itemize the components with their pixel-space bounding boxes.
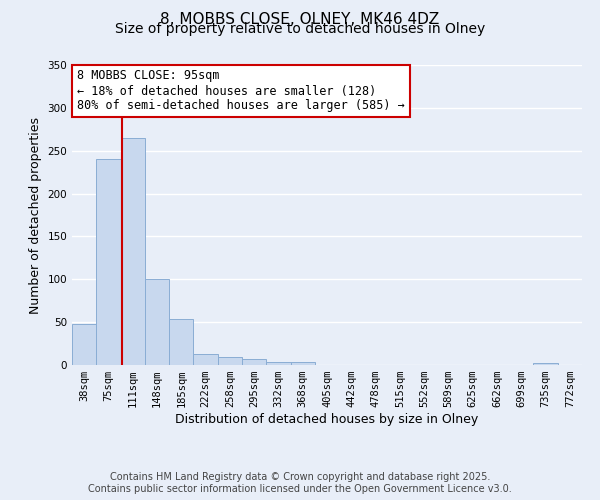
- Bar: [533, 364, 558, 365]
- Text: 8 MOBBS CLOSE: 95sqm
← 18% of detached houses are smaller (128)
80% of semi-deta: 8 MOBBS CLOSE: 95sqm ← 18% of detached h…: [77, 70, 405, 112]
- Bar: [193, 354, 218, 365]
- Bar: [218, 358, 242, 365]
- Text: 8, MOBBS CLOSE, OLNEY, MK46 4DZ: 8, MOBBS CLOSE, OLNEY, MK46 4DZ: [160, 12, 440, 28]
- Bar: [290, 362, 315, 365]
- Bar: [72, 324, 96, 365]
- Bar: [96, 160, 121, 365]
- Text: Size of property relative to detached houses in Olney: Size of property relative to detached ho…: [115, 22, 485, 36]
- Bar: [145, 280, 169, 365]
- Bar: [266, 362, 290, 365]
- Bar: [169, 318, 193, 365]
- X-axis label: Distribution of detached houses by size in Olney: Distribution of detached houses by size …: [175, 413, 479, 426]
- Bar: [121, 138, 145, 365]
- Text: Contains HM Land Registry data © Crown copyright and database right 2025.
Contai: Contains HM Land Registry data © Crown c…: [88, 472, 512, 494]
- Bar: [242, 359, 266, 365]
- Y-axis label: Number of detached properties: Number of detached properties: [29, 116, 42, 314]
